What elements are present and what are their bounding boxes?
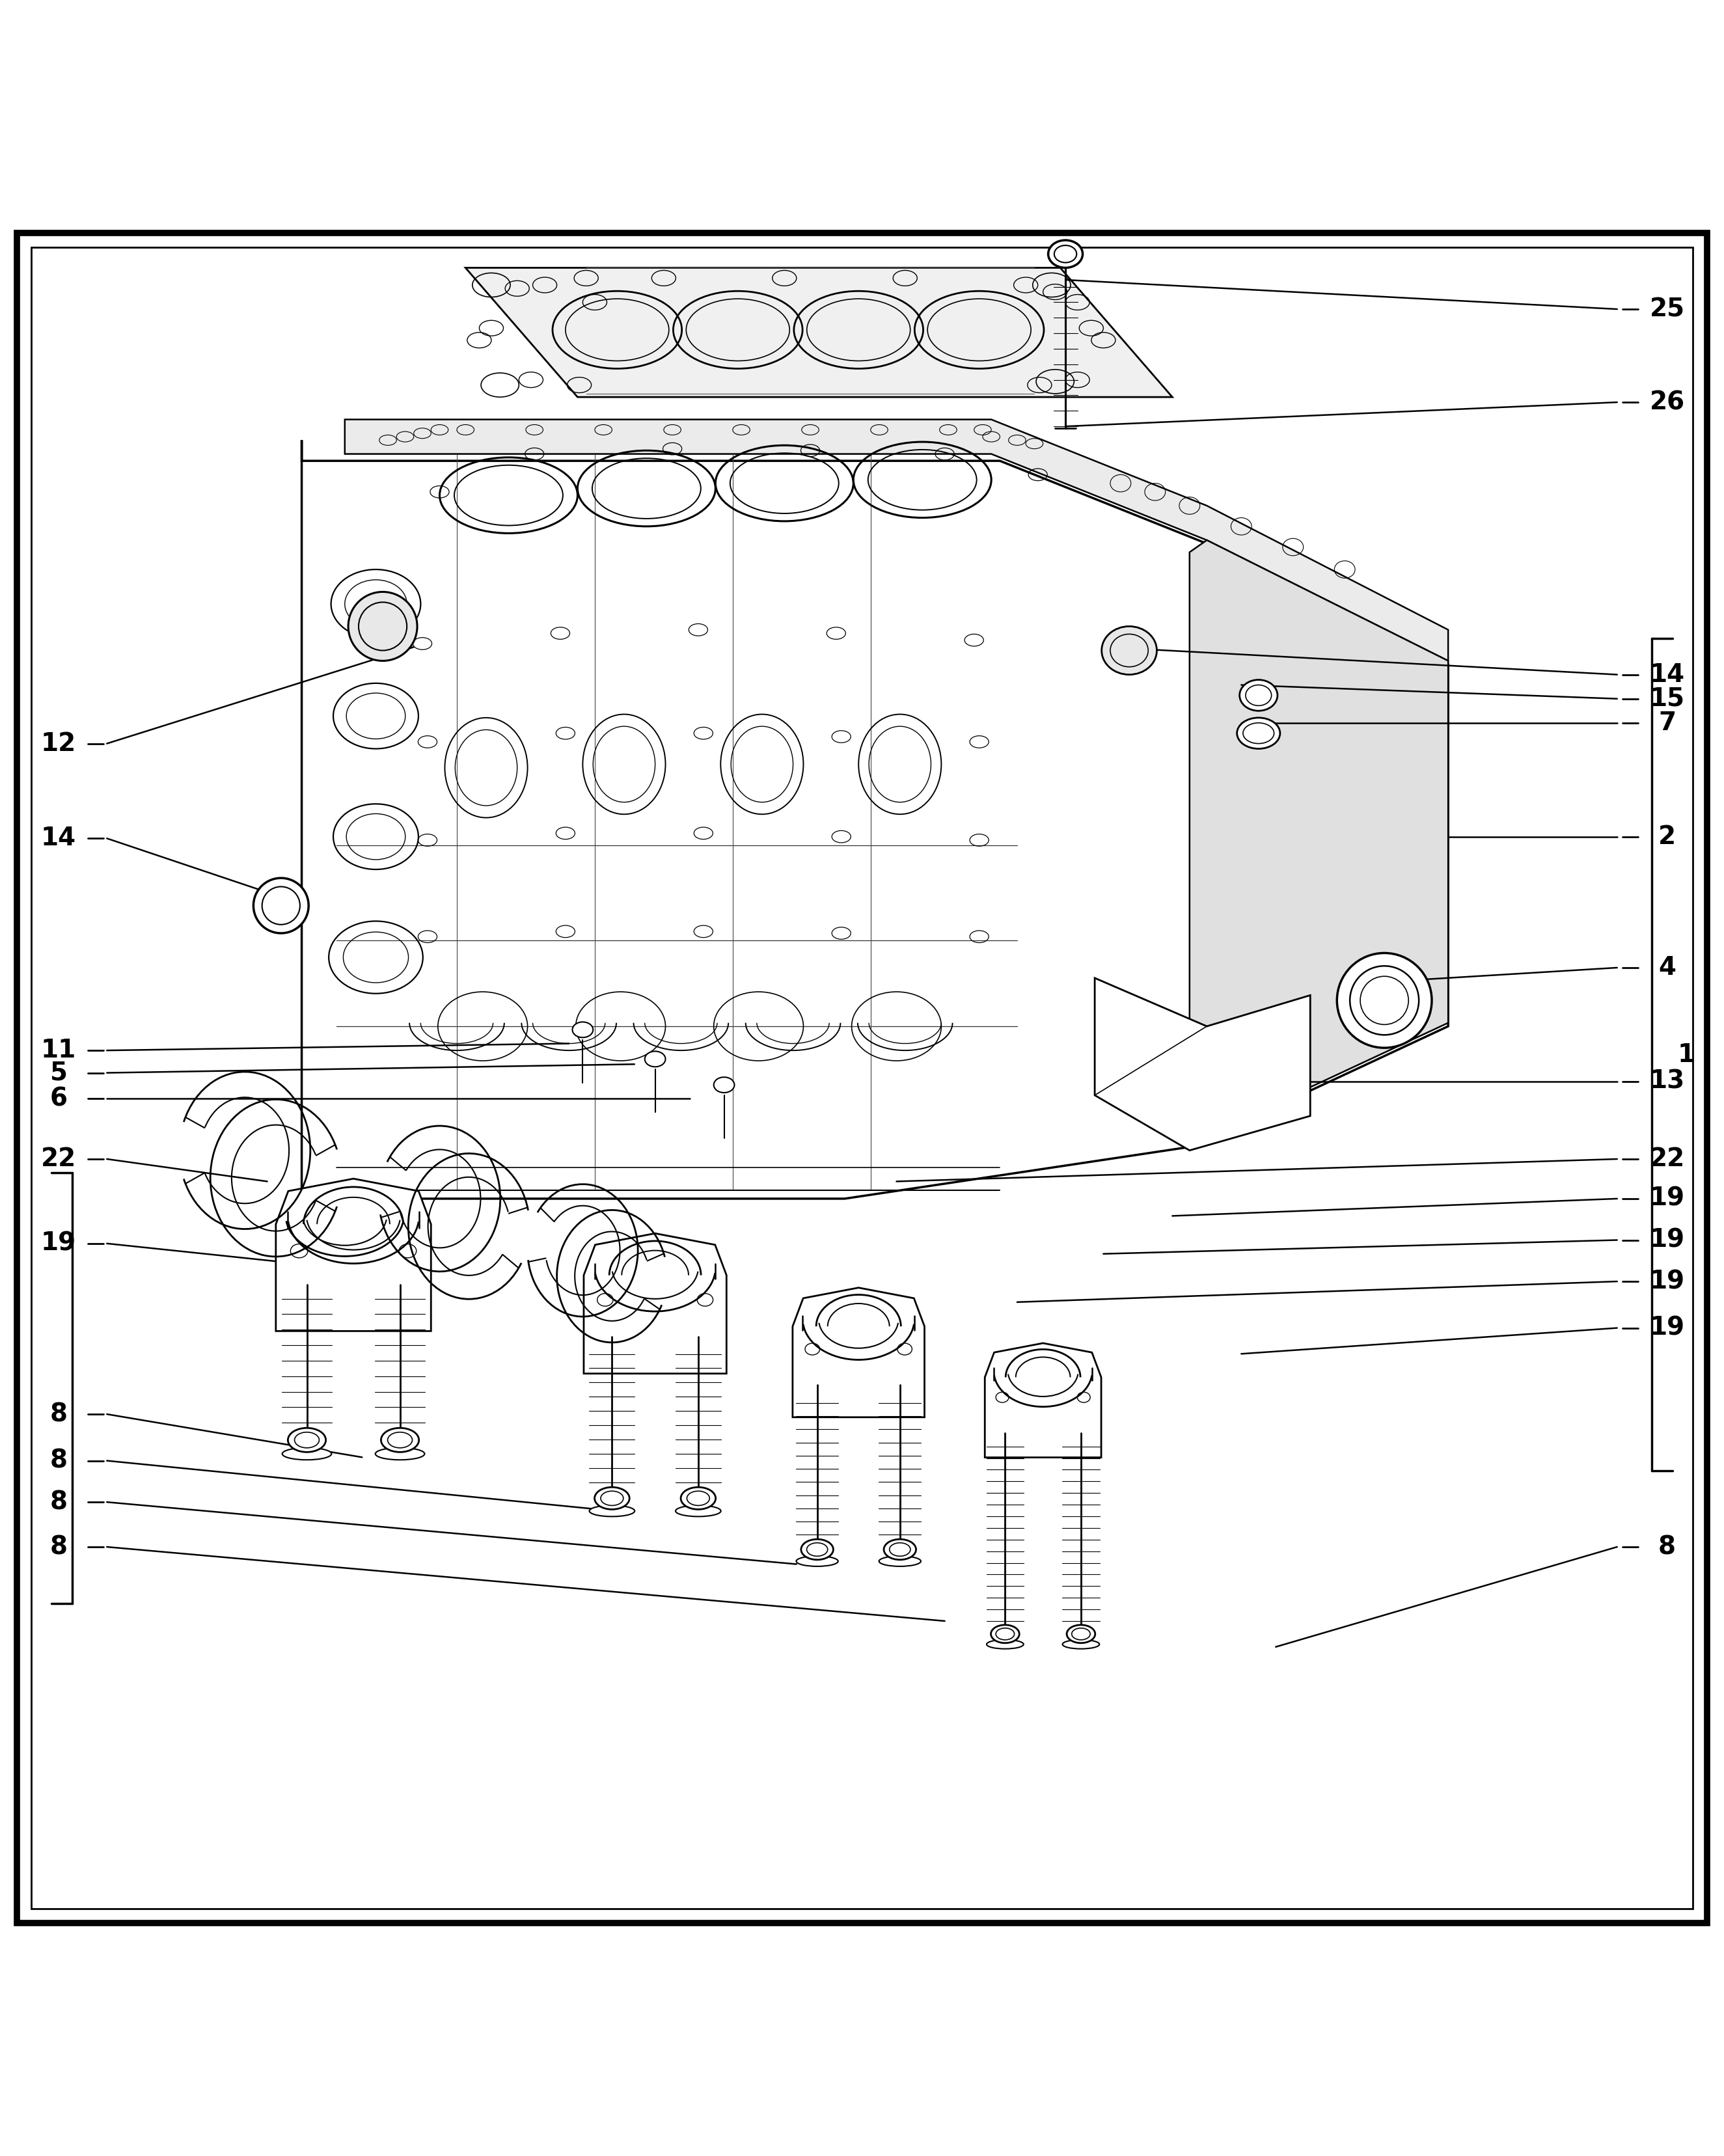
- Polygon shape: [1190, 541, 1448, 1143]
- Text: 14: 14: [1650, 662, 1684, 688]
- Ellipse shape: [253, 877, 309, 934]
- Text: 8: 8: [50, 1535, 67, 1559]
- Polygon shape: [465, 267, 1172, 397]
- Ellipse shape: [1240, 679, 1277, 711]
- Text: 5: 5: [50, 1061, 67, 1084]
- Text: 6: 6: [50, 1087, 67, 1110]
- Text: 14: 14: [41, 826, 76, 852]
- Text: 12: 12: [41, 731, 76, 757]
- Ellipse shape: [572, 1022, 593, 1037]
- Ellipse shape: [595, 1488, 629, 1509]
- Text: 19: 19: [41, 1231, 76, 1255]
- Ellipse shape: [884, 1539, 915, 1559]
- Ellipse shape: [1338, 953, 1431, 1048]
- Text: 15: 15: [1650, 686, 1684, 711]
- Text: 8: 8: [50, 1401, 67, 1427]
- Ellipse shape: [283, 1449, 331, 1460]
- Ellipse shape: [381, 1427, 419, 1453]
- Ellipse shape: [991, 1626, 1019, 1643]
- Text: 11: 11: [41, 1037, 76, 1063]
- Ellipse shape: [802, 1539, 833, 1559]
- Ellipse shape: [348, 593, 417, 662]
- Ellipse shape: [376, 1449, 424, 1460]
- Text: 22: 22: [1650, 1147, 1684, 1171]
- Ellipse shape: [986, 1641, 1024, 1649]
- Polygon shape: [1095, 979, 1310, 1151]
- Polygon shape: [276, 1179, 431, 1330]
- Text: 19: 19: [1650, 1186, 1684, 1212]
- Polygon shape: [584, 1233, 726, 1373]
- Ellipse shape: [714, 1078, 734, 1093]
- Text: 25: 25: [1650, 298, 1684, 321]
- Text: 4: 4: [1658, 955, 1676, 981]
- Text: 1: 1: [1677, 1041, 1695, 1067]
- Ellipse shape: [879, 1557, 921, 1567]
- Ellipse shape: [1102, 627, 1157, 675]
- Ellipse shape: [681, 1488, 715, 1509]
- Polygon shape: [302, 440, 1448, 1199]
- Ellipse shape: [796, 1557, 838, 1567]
- Polygon shape: [793, 1287, 924, 1416]
- Text: 26: 26: [1650, 390, 1684, 414]
- Text: 19: 19: [1650, 1227, 1684, 1253]
- Text: 2: 2: [1658, 824, 1676, 849]
- Polygon shape: [984, 1343, 1102, 1457]
- Ellipse shape: [1238, 718, 1279, 748]
- Text: 13: 13: [1650, 1069, 1684, 1093]
- Polygon shape: [345, 420, 1448, 662]
- Text: 8: 8: [50, 1490, 67, 1514]
- Text: 7: 7: [1658, 711, 1676, 735]
- Text: 22: 22: [41, 1147, 76, 1171]
- Text: 19: 19: [1650, 1270, 1684, 1294]
- Text: 8: 8: [50, 1449, 67, 1473]
- Ellipse shape: [1062, 1641, 1100, 1649]
- Ellipse shape: [288, 1427, 326, 1453]
- Text: 19: 19: [1650, 1315, 1684, 1341]
- Text: 8: 8: [1658, 1535, 1676, 1559]
- Ellipse shape: [1067, 1626, 1095, 1643]
- Ellipse shape: [1048, 239, 1083, 267]
- Ellipse shape: [590, 1505, 634, 1516]
- Ellipse shape: [645, 1052, 665, 1067]
- Ellipse shape: [676, 1505, 721, 1516]
